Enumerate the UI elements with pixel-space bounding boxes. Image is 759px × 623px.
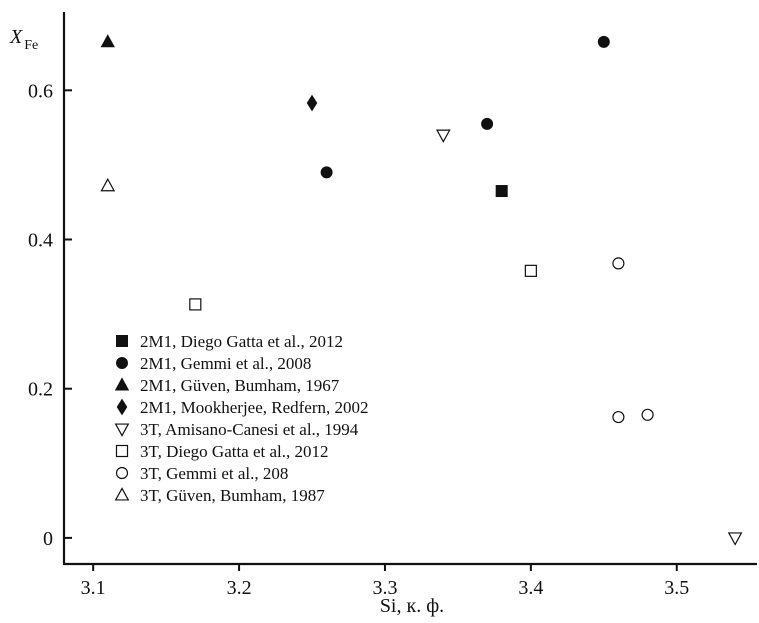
legend-marker [114, 377, 130, 391]
data-point [524, 264, 537, 277]
y-tick-label: 0.2 [28, 379, 53, 401]
legend-marker [114, 423, 130, 437]
x-tick-label: 3.4 [518, 577, 543, 599]
y-tick-label: 0.6 [28, 80, 53, 102]
data-points [100, 34, 743, 546]
data-point [495, 185, 508, 198]
y-tick-label: 0.4 [28, 230, 53, 252]
data-point [100, 34, 115, 48]
legend-label: 2M1, Güven, Bumham, 1967 [140, 376, 340, 395]
data-point [100, 177, 116, 192]
x-axis-title: Si, к. ф. [380, 595, 444, 617]
legend-marker [115, 466, 129, 480]
y-axis-title: X Fe [9, 26, 38, 53]
data-point [320, 166, 333, 179]
data-point [612, 257, 625, 270]
data-point [612, 410, 625, 424]
legend-marker [116, 398, 128, 416]
legend-label: 2M1, Gemmi et al., 2008 [140, 354, 311, 373]
axes: 3.1 3.2 3.3 3.4 3.5 0 0.2 0.4 0.6 [28, 12, 757, 599]
legend-label: 2M1, Mookherjee, Redfern, 2002 [140, 398, 369, 417]
data-point [597, 35, 610, 48]
y-axis-title-sub: Fe [24, 38, 38, 53]
legend-marker [116, 335, 128, 347]
legend-label: 3T, Güven, Bumham, 1987 [140, 486, 325, 505]
legend-marker [115, 444, 129, 458]
y-axis-title-main: X [9, 26, 23, 48]
data-point [641, 408, 654, 421]
legend-label: 2M1, Diego Gatta et al., 2012 [140, 332, 343, 351]
x-tick-label: 3.1 [81, 577, 106, 599]
data-point [481, 117, 494, 130]
legend-marker [114, 487, 130, 501]
legend-label: 3T, Gemmi et al., 208 [140, 464, 288, 483]
x-tick-label: 3.3 [372, 577, 397, 599]
data-point [189, 298, 202, 311]
legend-label: 3T, Diego Gatta et al., 2012 [140, 442, 329, 461]
y-tick-label: 0 [43, 528, 53, 550]
x-tick-label: 3.5 [664, 577, 689, 599]
data-point [306, 94, 318, 112]
legend: 2M1, Diego Gatta et al., 2012 2M1, Gemmi … [114, 332, 369, 505]
legend-label: 3T, Amisano-Canesi et al., 1994 [140, 420, 359, 439]
data-point [435, 129, 451, 143]
data-point [727, 532, 743, 546]
x-tick-label: 3.2 [227, 577, 252, 599]
legend-marker [116, 357, 128, 369]
